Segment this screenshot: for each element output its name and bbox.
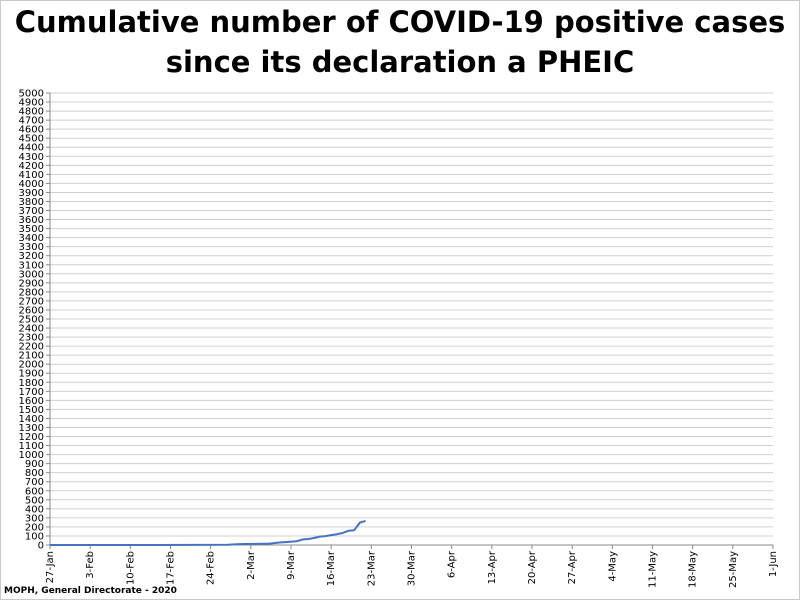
y-tick-label: 1600 — [19, 396, 44, 407]
y-tick-label: 2000 — [19, 360, 44, 371]
x-tick-label: 13-Apr — [487, 550, 498, 584]
y-tick-label: 4000 — [19, 179, 44, 190]
y-tick-label: 2200 — [19, 342, 44, 353]
y-tick-label: 1500 — [19, 405, 44, 416]
y-tick-label: 3500 — [19, 224, 44, 235]
y-axis-tick-labels: 0100200300400500600700800900100011001200… — [19, 89, 44, 552]
y-tick-label: 1800 — [19, 378, 44, 389]
y-tick-label: 3300 — [19, 242, 44, 253]
y-tick-label: 1300 — [19, 423, 44, 434]
x-tick-label: 20-Apr — [527, 550, 538, 584]
y-tick-label: 3800 — [19, 197, 44, 208]
y-tick-label: 300 — [25, 513, 44, 524]
y-tick-label: 3900 — [19, 188, 44, 199]
y-tick-label: 200 — [25, 522, 44, 533]
y-tick-label: 4400 — [19, 143, 44, 154]
series-layer — [50, 519, 366, 546]
y-tick-label: 700 — [25, 477, 44, 488]
x-tick-label: 25-May — [728, 551, 739, 588]
chart-title-line-1: Cumulative number of COVID-19 positive c… — [14, 5, 786, 39]
y-tick-label: 3600 — [19, 215, 44, 226]
x-tick-label: 24-Feb — [206, 551, 217, 585]
y-tick-label: 4100 — [19, 170, 44, 181]
y-tick-label: 5000 — [19, 89, 44, 100]
x-tick-label: 6-Apr — [447, 550, 458, 578]
x-tick-label: 27-Apr — [567, 550, 578, 584]
y-tick-label: 1200 — [19, 432, 44, 443]
y-tick-label: 3100 — [19, 260, 44, 271]
x-tick-label: 4-May — [607, 551, 618, 582]
y-tick-label: 1900 — [19, 369, 44, 380]
y-tick-label: 500 — [25, 495, 44, 506]
y-tick-label: 1100 — [19, 441, 44, 452]
y-tick-label: 2600 — [19, 305, 44, 316]
chart-title-line-2: since its declaration a PHEIC — [165, 45, 635, 79]
x-tick-label: 1-Jun — [768, 551, 779, 577]
x-tick-label: 30-Mar — [407, 550, 418, 586]
y-tick-label: 400 — [25, 504, 44, 515]
y-tick-label: 2500 — [19, 315, 44, 326]
y-tick-label: 4200 — [19, 161, 44, 172]
source-note: MOPH, General Directorate - 2020 — [4, 586, 177, 596]
y-tick-label: 2900 — [19, 278, 44, 289]
y-tick-label: 800 — [25, 468, 44, 479]
y-tick-label: 2700 — [19, 296, 44, 307]
y-tick-label: 4500 — [19, 134, 44, 145]
x-tick-label: 23-Mar — [366, 550, 377, 586]
y-tick-label: 2800 — [19, 287, 44, 298]
y-tick-label: 3000 — [19, 269, 44, 280]
y-tick-label: 4300 — [19, 152, 44, 163]
y-tick-label: 4900 — [19, 98, 44, 109]
y-tick-label: 3200 — [19, 251, 44, 262]
x-tick-label: 27-Jan — [45, 551, 56, 583]
y-tick-label: 2300 — [19, 333, 44, 344]
chart-title: Cumulative number of COVID-19 positive c… — [0, 2, 800, 82]
axes — [46, 92, 774, 549]
y-tick-label: 600 — [25, 486, 44, 497]
series-line-cumulative-cases — [50, 519, 366, 546]
y-tick-label: 4800 — [19, 107, 44, 118]
y-tick-label: 3700 — [19, 206, 44, 217]
x-tick-label: 11-May — [648, 551, 659, 588]
y-tick-label: 1700 — [19, 387, 44, 398]
x-tick-label: 16-Mar — [326, 550, 337, 586]
y-tick-label: 100 — [25, 531, 44, 542]
x-axis-tick-labels: 27-Jan 3-Feb 10-Feb 17-Feb 24-Feb 2-Mar 9-Mar 1… — [45, 550, 779, 588]
gridlines — [50, 92, 773, 537]
x-tick-label: 3-Feb — [85, 551, 96, 579]
y-tick-label: 1400 — [19, 414, 44, 425]
y-tick-label: 4600 — [19, 125, 44, 136]
x-tick-label: 10-Feb — [125, 551, 136, 585]
y-tick-label: 0 — [38, 541, 44, 552]
y-tick-label: 2100 — [19, 351, 44, 362]
y-tick-label: 4700 — [19, 116, 44, 127]
x-tick-label: 2-Mar — [246, 550, 257, 580]
x-tick-label: 9-Mar — [286, 550, 297, 580]
y-tick-label: 2400 — [19, 324, 44, 335]
y-tick-label: 900 — [25, 459, 44, 470]
y-tick-label: 3400 — [19, 233, 44, 244]
x-tick-label: 17-Feb — [166, 551, 177, 585]
y-tick-label: 1000 — [19, 450, 44, 461]
x-tick-label: 18-May — [688, 551, 699, 588]
